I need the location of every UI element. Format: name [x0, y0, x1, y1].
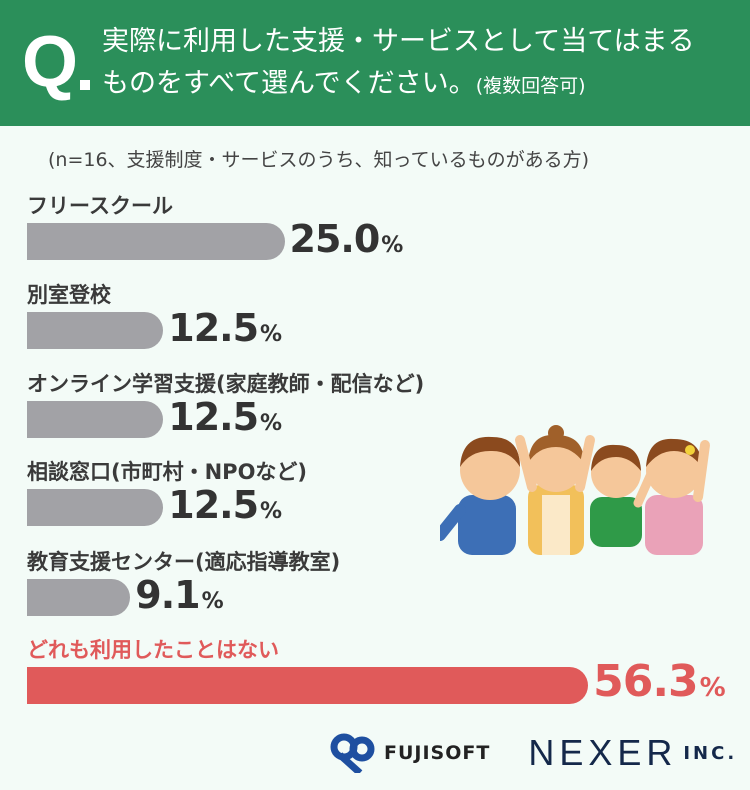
child-3: [590, 444, 660, 547]
q-dot: [80, 80, 90, 90]
child-2: [515, 425, 595, 555]
question-note: (複数回答可): [475, 75, 586, 97]
value-unit: %: [381, 233, 403, 258]
child-4: [645, 438, 710, 555]
value-unit: %: [260, 499, 282, 524]
value-label: 9.1%: [135, 573, 224, 617]
value-label: 12.5%: [168, 306, 282, 350]
value-unit: %: [699, 673, 726, 703]
bar: [27, 667, 589, 704]
sample-note: (n=16、支援制度・サービスのうち、知っているものがある方): [48, 149, 590, 171]
bar-label: どれも利用したことはない: [27, 638, 279, 662]
value-unit: %: [260, 322, 282, 347]
question-text: ものをすべて選んでください。: [102, 68, 476, 99]
bar-label: フリースクール: [27, 194, 173, 218]
bar: [27, 223, 285, 260]
fujisoft-logo-text: FUJISOFT: [384, 742, 491, 764]
value-number: 56.3: [593, 656, 699, 707]
bar: [27, 579, 131, 616]
value-number: 25.0: [289, 217, 381, 261]
value-label: 25.0%: [289, 217, 404, 261]
bar-label: 別室登校: [27, 283, 111, 307]
bar: [27, 401, 164, 438]
child-1: [440, 436, 520, 555]
value-unit: %: [260, 411, 282, 436]
bar-label: 教育支援センター(適応指導教室): [27, 550, 341, 574]
nexer-logo: NEXER: [528, 732, 678, 773]
question-line-1: 実際に利用した支援・サービスとして当てはまる: [102, 26, 695, 57]
value-number: 9.1: [135, 573, 200, 617]
logos: FUJISOFT NEXER INC.: [330, 732, 737, 774]
fujisoft-logo-icon: [330, 733, 375, 773]
value-number: 12.5: [168, 395, 259, 439]
q-mark: Q: [22, 22, 79, 102]
bar: [27, 489, 164, 526]
bar: [27, 312, 164, 349]
question-line-2: ものをすべて選んでください。(複数回答可): [102, 66, 586, 104]
nexer-inc: INC.: [683, 742, 738, 764]
bar-label: 相談窓口(市町村・NPOなど): [27, 460, 308, 484]
question-header: Q 実際に利用した支援・サービスとして当てはまる ものをすべて選んでください。(…: [0, 0, 750, 126]
bar-label: オンライン学習支援(家庭教師・配信など): [27, 372, 425, 396]
value-label: 12.5%: [168, 395, 282, 439]
value-label: 56.3%: [593, 656, 726, 707]
value-number: 12.5: [168, 306, 259, 350]
value-unit: %: [201, 589, 224, 614]
children-illustration: [440, 425, 710, 555]
value-label: 12.5%: [168, 483, 282, 527]
value-number: 12.5: [168, 483, 259, 527]
